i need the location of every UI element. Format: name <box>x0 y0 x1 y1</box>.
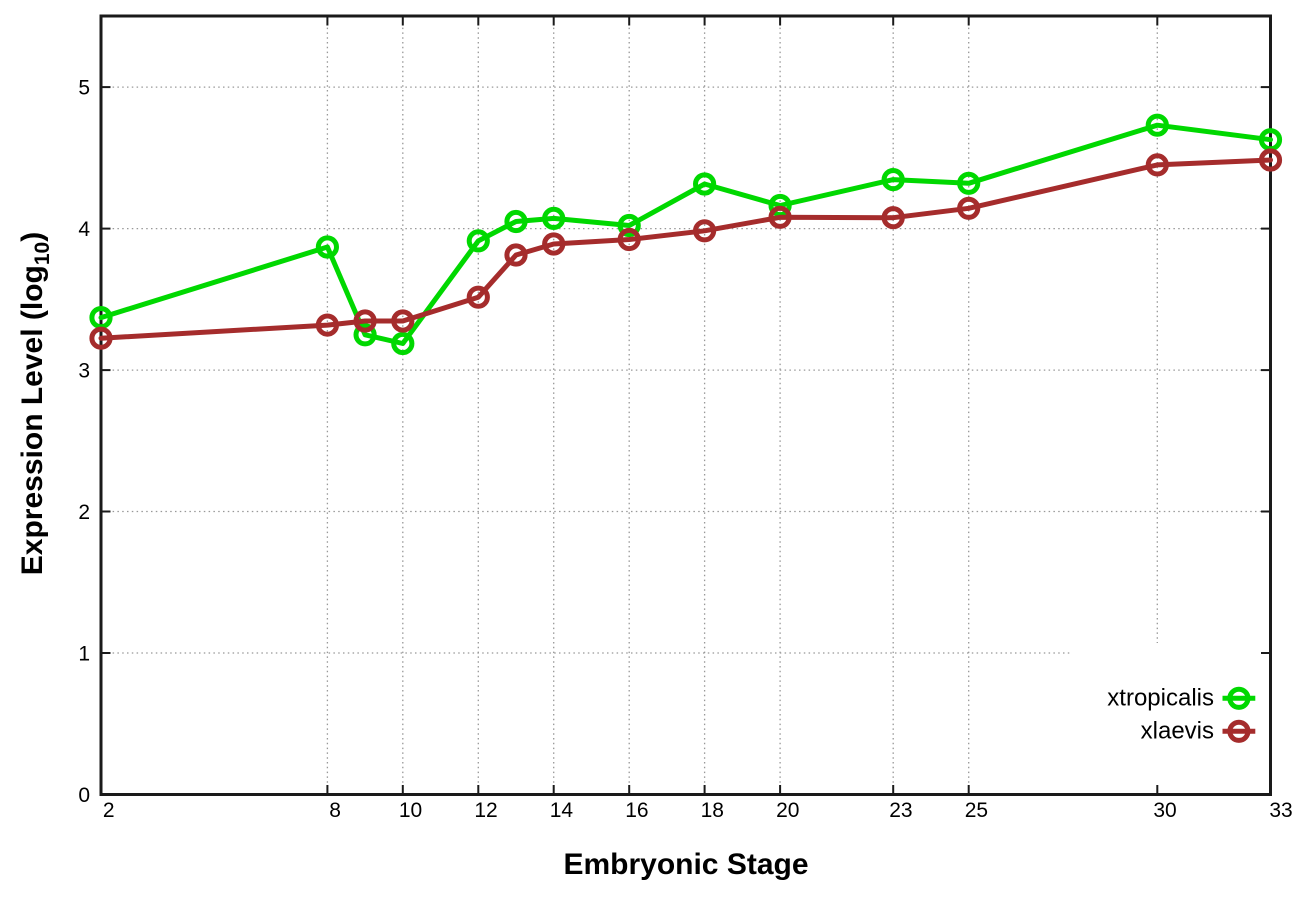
svg-text:2: 2 <box>78 501 90 524</box>
svg-text:10: 10 <box>399 799 422 822</box>
svg-text:5: 5 <box>78 77 90 100</box>
svg-text:8: 8 <box>329 799 341 822</box>
svg-text:xtropicalis: xtropicalis <box>1107 685 1214 712</box>
svg-text:1: 1 <box>78 643 90 666</box>
svg-text:25: 25 <box>965 799 988 822</box>
svg-text:20: 20 <box>776 799 799 822</box>
svg-text:30: 30 <box>1153 799 1176 822</box>
svg-text:12: 12 <box>474 799 497 822</box>
svg-text:18: 18 <box>701 799 724 822</box>
svg-text:2: 2 <box>103 799 115 822</box>
svg-text:33: 33 <box>1269 799 1292 822</box>
svg-text:3: 3 <box>78 360 90 383</box>
svg-text:xlaevis: xlaevis <box>1141 718 1214 745</box>
svg-text:23: 23 <box>889 799 912 822</box>
svg-text:14: 14 <box>550 799 574 822</box>
svg-text:16: 16 <box>625 799 648 822</box>
svg-text:4: 4 <box>78 218 90 241</box>
svg-text:Expression Level (log10): Expression Level (log10) <box>16 232 54 575</box>
svg-text:Embryonic Stage: Embryonic Stage <box>563 848 808 881</box>
svg-text:0: 0 <box>78 784 90 807</box>
